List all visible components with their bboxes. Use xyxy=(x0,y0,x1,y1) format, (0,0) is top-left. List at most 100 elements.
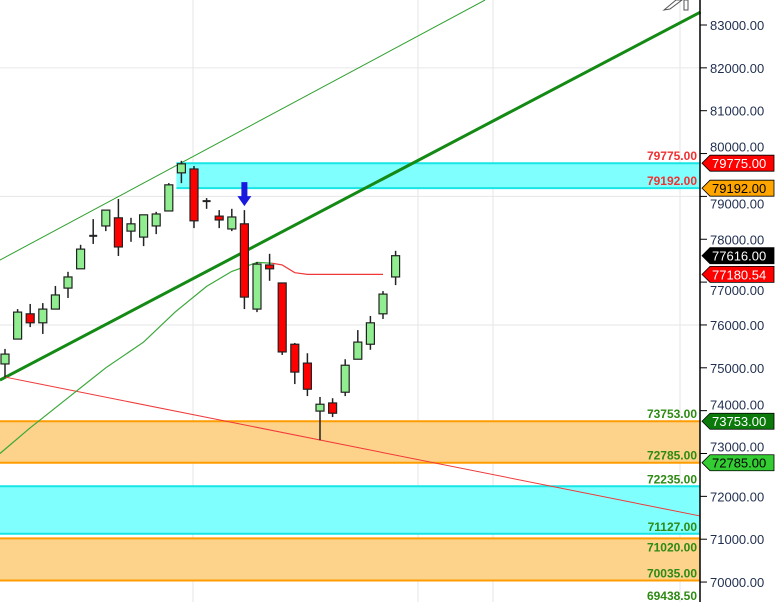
candle xyxy=(189,165,199,229)
candle-body xyxy=(151,213,161,227)
candle xyxy=(139,214,149,247)
axis-tick-label: 79000.00 xyxy=(710,196,764,211)
candle xyxy=(50,285,61,310)
candle xyxy=(202,198,211,209)
moving-average-line xyxy=(272,262,383,275)
axis-tick-label: 70000.00 xyxy=(710,575,764,590)
zone-bottom-label: 71127.00 xyxy=(648,520,698,534)
trendline xyxy=(4,376,701,517)
candle xyxy=(340,359,350,397)
price-tag xyxy=(701,247,775,265)
candle-body xyxy=(302,362,312,390)
axis-tick-label: 78000.00 xyxy=(710,232,764,247)
candle xyxy=(25,303,35,328)
zone xyxy=(176,163,700,189)
candle-body xyxy=(25,313,35,324)
drawing-tool-icon[interactable] xyxy=(662,0,689,11)
candle-body xyxy=(126,223,136,232)
price-tag xyxy=(701,265,775,283)
candle xyxy=(252,261,262,313)
zone-top-label: 71020.00 xyxy=(647,540,697,554)
candle xyxy=(239,210,249,310)
candle-body xyxy=(50,294,61,310)
candle-body xyxy=(214,215,224,221)
zone-top-label: 72235.00 xyxy=(647,472,697,486)
candle xyxy=(378,291,388,319)
candle-body xyxy=(391,255,401,278)
candle-body xyxy=(239,223,249,298)
candle xyxy=(0,348,10,378)
price-tag xyxy=(701,154,775,172)
zone xyxy=(0,486,700,534)
candle-body xyxy=(277,282,287,353)
candle xyxy=(290,342,300,385)
candle-body xyxy=(63,276,73,289)
axis-tick-label: 81000.00 xyxy=(710,104,764,119)
candle xyxy=(365,315,375,350)
axis-tick-label: 73000.00 xyxy=(710,440,764,455)
axis-tick-label: 72000.00 xyxy=(710,489,764,504)
zone xyxy=(0,421,700,463)
candle-body xyxy=(13,311,23,340)
candle xyxy=(214,210,224,229)
price-tag-label: 77180.54 xyxy=(712,267,766,282)
axis-tick-label: 75000.00 xyxy=(710,361,764,376)
price-tag-label: 79775.00 xyxy=(712,156,766,171)
candle-body xyxy=(290,343,300,373)
candle xyxy=(265,253,275,281)
candle xyxy=(176,160,186,184)
candle xyxy=(227,208,237,232)
candle-body xyxy=(101,209,111,227)
candle-body xyxy=(227,216,237,230)
zone-bottom-label: 79192.00 xyxy=(647,174,697,188)
candle-body xyxy=(0,353,10,365)
candle xyxy=(101,209,111,232)
candle xyxy=(151,211,161,235)
zone-bottom-label: 72785.00 xyxy=(647,449,697,463)
candle xyxy=(113,198,124,256)
axis-tick-label: 74000.00 xyxy=(710,398,764,413)
candle-body xyxy=(164,184,174,212)
zones: 79775.00 79192.00 73753.00 72785.00 72235.00… xyxy=(0,149,700,602)
axis-tick-label: 76000.00 xyxy=(710,318,764,333)
candle-body xyxy=(252,263,262,310)
price-tag-label: 72785.00 xyxy=(712,456,766,471)
candle xyxy=(89,219,98,244)
price-tag xyxy=(701,412,775,430)
zone-bottom-label: 70035.00 xyxy=(647,567,697,581)
axis-tick-label: 71000.00 xyxy=(710,532,764,547)
candle xyxy=(126,217,136,242)
candle xyxy=(13,309,23,340)
candle-body xyxy=(139,214,149,238)
candle xyxy=(315,396,325,441)
candle xyxy=(164,183,174,212)
price-label: 69438.50 xyxy=(647,589,697,602)
axis-tick-label: 82000.00 xyxy=(710,61,764,76)
candle xyxy=(63,271,73,298)
price-tag-label: 77616.00 xyxy=(712,249,766,264)
candle-body xyxy=(189,168,199,222)
candle-body xyxy=(38,308,48,324)
trendline xyxy=(0,0,486,261)
candle-body xyxy=(265,264,275,270)
price-tag xyxy=(701,179,775,197)
candle-body xyxy=(75,248,86,270)
candle xyxy=(75,244,86,270)
price-tag xyxy=(701,454,775,472)
price-tag-label: 73753.00 xyxy=(712,414,766,429)
candle-body xyxy=(315,403,325,412)
candle xyxy=(353,330,363,360)
candle-body xyxy=(113,217,124,248)
down-arrow-icon xyxy=(237,182,252,207)
candle xyxy=(38,303,48,334)
axis-tick-label: 77000.00 xyxy=(710,283,764,298)
price-tags: 79775.00 79192.00 77616.00 77180.54 73753.00… xyxy=(701,154,775,472)
price-axis[interactable]: 83000.00 82000.00 81000.00 80000.00 79000.00… xyxy=(699,0,764,602)
price-tag-label: 79192.00 xyxy=(712,181,766,196)
candle xyxy=(277,282,287,355)
candle-body xyxy=(378,293,388,315)
axis-tick-label: 83000.00 xyxy=(710,18,764,33)
candle-body xyxy=(365,322,375,345)
candle xyxy=(328,398,338,418)
